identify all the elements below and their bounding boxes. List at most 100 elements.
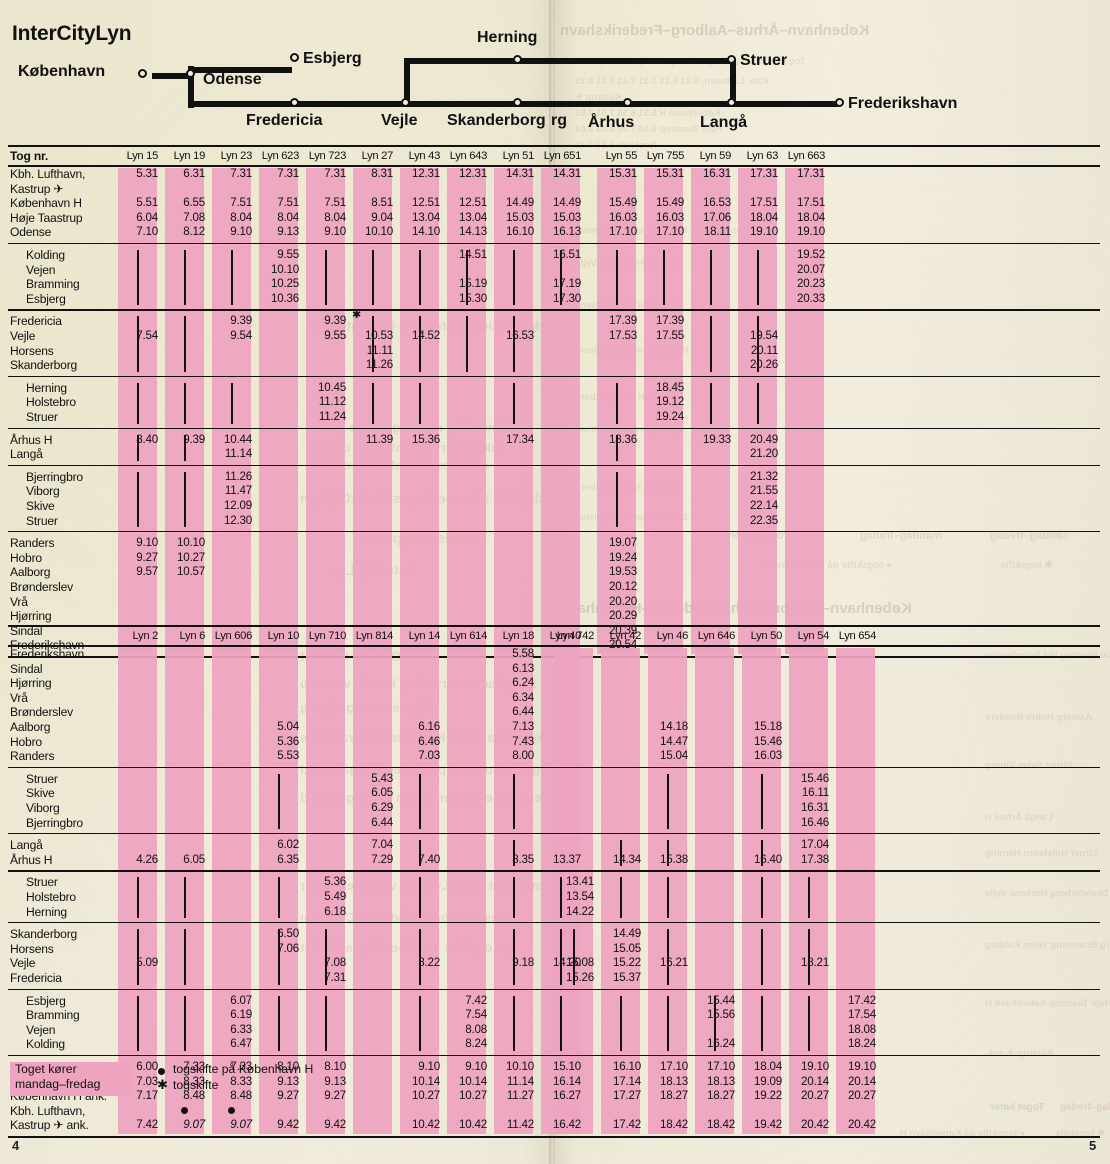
time-cell: 9.27 [136, 550, 158, 564]
time-cell: 15.37 [612, 971, 641, 984]
time-cell: 6.24 [512, 676, 534, 690]
train-number-header: Lyn 643 [449, 150, 488, 162]
train-number-header: Lyn 723 [308, 150, 347, 162]
station-label: Skanderborg [10, 927, 78, 942]
time-cell: 20.33 [796, 291, 825, 305]
time-cell: 6.16 [418, 720, 440, 733]
station-label: Hjørring [10, 609, 52, 624]
time-cell: 6.31 [183, 167, 205, 180]
time-cell: 15.10 [552, 1060, 581, 1073]
pass-through-bar [667, 773, 669, 830]
time-cell: 10.36 [270, 291, 299, 305]
time-cell: 6.07 [230, 993, 252, 1007]
pass-through-bar [372, 316, 374, 372]
time-cell: 6.33 [230, 1022, 252, 1036]
time-cell: 6.29 [371, 801, 393, 814]
time-cell: 19.09 [753, 1074, 782, 1088]
time-cell: 18.27 [659, 1089, 688, 1103]
time-cell: 10.57 [176, 565, 205, 579]
station-label: Skive [26, 786, 55, 801]
time-cell: 18.21 [800, 956, 829, 970]
pass-through-bar [560, 877, 562, 919]
station-label: Fredericia [10, 971, 62, 985]
time-cell: 5.04 [277, 720, 299, 733]
time-cell: 19.10 [847, 1060, 876, 1073]
time-cell: 18.04 [753, 1060, 782, 1073]
weekday-band [212, 648, 251, 1134]
time-cell: 20.14 [800, 1074, 829, 1088]
time-cell: 14.51 [458, 248, 487, 261]
time-cell: 13.04 [458, 210, 487, 224]
time-cell: 14.31 [505, 167, 534, 180]
time-cell: 17.10 [659, 1060, 688, 1073]
train-number-header: Lyn 755 [646, 150, 685, 162]
page-number-right: 5 [1089, 1138, 1097, 1153]
map-line [626, 101, 730, 107]
time-cell: 19.12 [655, 395, 684, 409]
star-icon: ✱ [157, 1077, 168, 1092]
time-cell: 19.52 [796, 248, 825, 261]
time-cell: 7.31 [324, 167, 346, 180]
map-line [404, 58, 516, 64]
pass-through-bar [184, 250, 186, 306]
time-cell: 15.30 [458, 291, 487, 305]
time-cell: 16.11 [801, 786, 829, 800]
station-label: Vejle [10, 329, 36, 343]
time-cell: 15.49 [608, 196, 637, 210]
map-label-esbjerg: Esbjerg [303, 50, 362, 67]
map-label-vejle: Vejle [381, 112, 418, 129]
station-label: Fredericia [10, 314, 62, 329]
pass-through-bar [137, 434, 139, 461]
time-cell: 12.30 [223, 513, 252, 527]
time-cell: 11.26 [365, 358, 393, 372]
pass-through-bar [757, 250, 759, 306]
time-cell: 5.58 [512, 647, 534, 660]
time-cell: 17.10 [608, 225, 637, 239]
time-cell: 17.53 [608, 329, 637, 342]
map-label-herning: Herning [477, 29, 538, 46]
time-cell: 22.14 [749, 499, 778, 512]
togskifte-star-icon: ✱ [352, 309, 362, 321]
map-line [588, 58, 730, 64]
time-cell: 8.51 [371, 196, 393, 210]
time-cell: 16.31 [800, 801, 829, 814]
time-cell: 6.13 [512, 661, 534, 675]
time-cell: 10.27 [176, 550, 205, 564]
weekday-band [644, 168, 683, 654]
time-cell: 6.46 [418, 734, 440, 748]
time-cell: 20.42 [847, 1118, 876, 1132]
time-cell: 15.04 [659, 749, 688, 763]
time-cell: 5.36 [324, 875, 346, 889]
train-number-header: Lyn 40 [549, 630, 582, 642]
time-cell: 16.21 [659, 956, 688, 970]
time-cell: 6.05 [371, 786, 393, 800]
map-line [404, 58, 410, 104]
time-cell: 16.13 [552, 225, 581, 239]
time-cell: 20.07 [796, 262, 825, 276]
pass-through-bar [667, 840, 669, 867]
time-cell: 20.20 [608, 594, 637, 608]
time-cell: 12.31 [411, 167, 440, 180]
time-cell: 13.04 [411, 210, 440, 224]
pass-through-bar [419, 316, 421, 372]
pass-through-bar [761, 840, 763, 867]
time-cell: 7.13 [512, 720, 534, 733]
time-cell: 9.07 [183, 1118, 205, 1132]
time-cell: 8.04 [230, 210, 252, 224]
train-number-header: Lyn 14 [408, 630, 441, 642]
station-label: Langå [10, 447, 43, 462]
time-cell: 9.07 [230, 1118, 252, 1132]
train-number-header: Lyn 654 [838, 630, 877, 642]
station-label: Kastrup ✈ [10, 181, 64, 196]
time-cell: 17.39 [655, 314, 684, 328]
time-cell: 17.51 [796, 196, 825, 210]
time-cell: 16.03 [608, 210, 637, 224]
time-cell: 19.24 [608, 550, 637, 564]
time-cell: 17.42 [612, 1118, 641, 1132]
station-label: Struer [26, 771, 58, 786]
time-cell: 10.42 [458, 1118, 487, 1132]
map-label-arhus: Århus [588, 114, 635, 131]
brand-title: InterCityLyn [12, 22, 132, 45]
pass-through-bar [184, 877, 186, 919]
map-label-fredericia: Fredericia [246, 112, 323, 129]
